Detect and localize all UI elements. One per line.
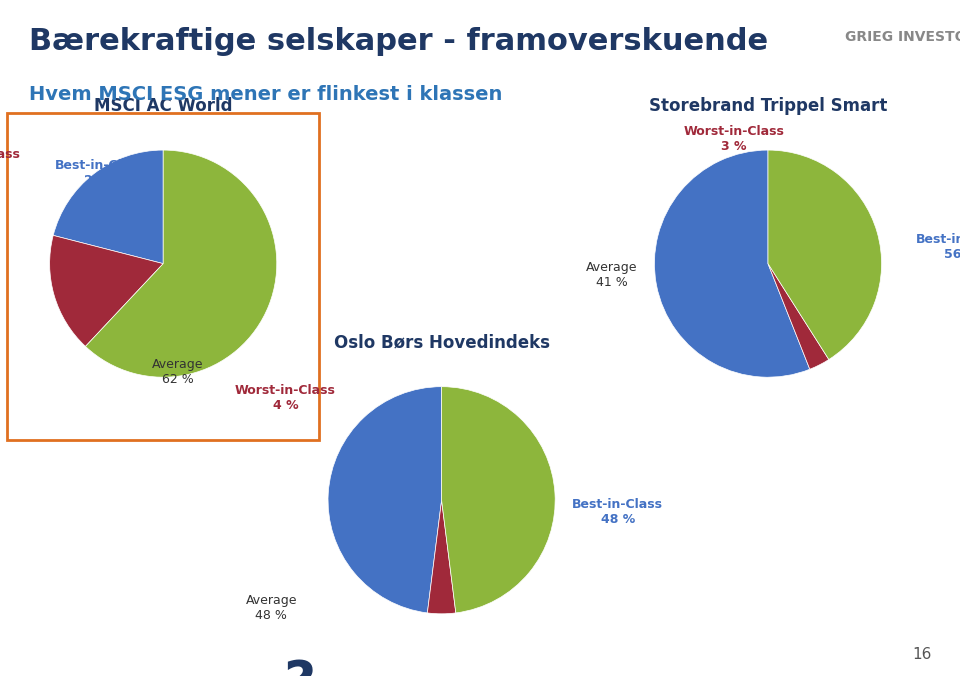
Text: Average
62 %: Average 62 % bbox=[152, 358, 204, 386]
Title: Storebrand Trippel Smart: Storebrand Trippel Smart bbox=[649, 97, 887, 114]
Wedge shape bbox=[53, 150, 163, 264]
Text: Bærekraftige selskaper - framoverskuende: Bærekraftige selskaper - framoverskuende bbox=[29, 27, 768, 56]
Wedge shape bbox=[768, 264, 828, 369]
Wedge shape bbox=[85, 150, 276, 377]
Wedge shape bbox=[442, 387, 555, 613]
Text: Worst-in-Class
4 %: Worst-in-Class 4 % bbox=[235, 385, 336, 412]
Wedge shape bbox=[328, 387, 442, 613]
Title: Oslo Børs Hovedindeks: Oslo Børs Hovedindeks bbox=[334, 333, 549, 351]
Wedge shape bbox=[50, 235, 163, 346]
Text: GRIEG INVESTOR: GRIEG INVESTOR bbox=[845, 30, 960, 45]
Text: Average
41 %: Average 41 % bbox=[587, 262, 637, 289]
Text: ?: ? bbox=[283, 658, 316, 676]
Text: Worst-in-Class
3 %: Worst-in-Class 3 % bbox=[684, 125, 784, 153]
Wedge shape bbox=[655, 150, 810, 377]
Text: Average
48 %: Average 48 % bbox=[246, 594, 297, 623]
Text: Hvem MSCI ESG mener er flinkest i klassen: Hvem MSCI ESG mener er flinkest i klasse… bbox=[29, 84, 502, 103]
Wedge shape bbox=[427, 500, 456, 614]
Text: Best-in-Class
56 %: Best-in-Class 56 % bbox=[916, 233, 960, 261]
Text: 16: 16 bbox=[912, 648, 931, 662]
Text: Best-in-Class
21 %: Best-in-Class 21 % bbox=[56, 159, 146, 187]
Title: MSCI AC World: MSCI AC World bbox=[94, 97, 232, 114]
Wedge shape bbox=[768, 150, 881, 360]
Text: Worst-in-Class
17 %: Worst-in-Class 17 % bbox=[0, 148, 20, 176]
Text: Best-in-Class
48 %: Best-in-Class 48 % bbox=[572, 498, 663, 526]
